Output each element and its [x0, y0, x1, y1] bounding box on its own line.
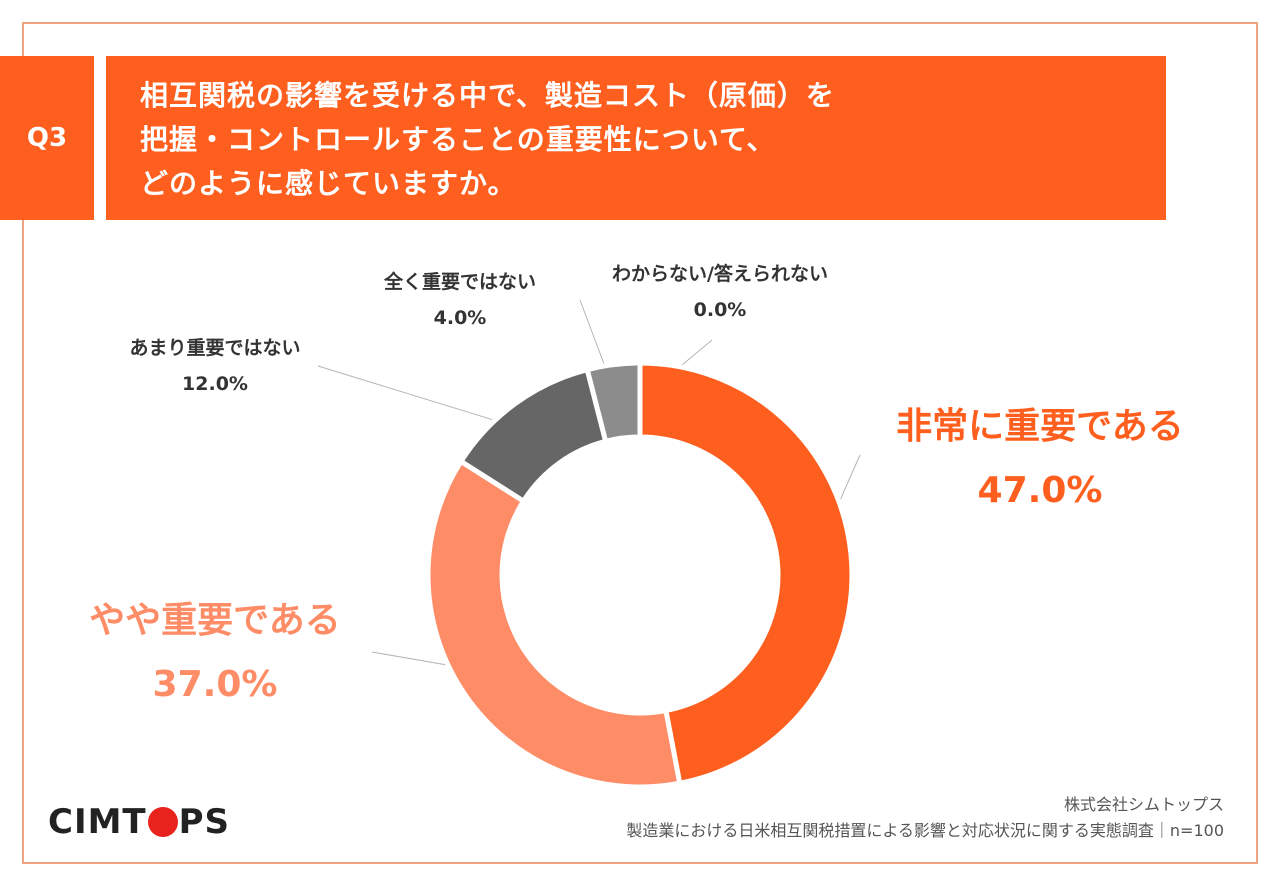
label-very-important-name: 非常に重要である: [896, 406, 1184, 447]
survey-title: 製造業における日米相互関税措置による影響と対応状況に関する実態調査｜n=100: [626, 821, 1224, 840]
donut-slices: [425, 360, 855, 790]
slice-very-important: [637, 360, 855, 787]
question-badge: Q3: [0, 56, 94, 220]
question-line-3: どのように感じていますか。: [140, 167, 517, 200]
label-somewhat-important-name: やや重要である: [89, 600, 341, 641]
label-somewhat-important-value: 37.0%: [152, 664, 278, 705]
question-line-1: 相互関税の影響を受ける中で、製造コスト（原価）を: [140, 79, 835, 112]
label-very-important-value: 47.0%: [977, 470, 1103, 511]
label-not-important-at-all: 全く重要ではない 4.0%: [360, 264, 560, 336]
label-not-important-at-all-value: 4.0%: [433, 307, 487, 329]
page-frame: [22, 22, 1258, 864]
label-not-very-important: あまり重要ではない 12.0%: [100, 330, 330, 402]
label-not-very-important-value: 12.0%: [182, 373, 248, 395]
label-dont-know-name: わからない/答えられない: [612, 263, 828, 285]
question-banner: 相互関税の影響を受ける中で、製造コスト（原価）を 把握・コントロールすることの重…: [106, 56, 1166, 220]
question-line-2: 把握・コントロールすることの重要性について、: [140, 123, 776, 156]
cimtops-logo: CIMT PS: [48, 802, 230, 842]
footer-credit: 株式会社シムトップス 製造業における日米相互関税措置による影響と対応状況に関する…: [626, 792, 1224, 844]
label-not-very-important-name: あまり重要ではない: [129, 337, 301, 359]
label-dont-know-value: 0.0%: [693, 299, 747, 321]
slice-not-important-at-all: [584, 360, 643, 445]
label-somewhat-important: やや重要である 37.0%: [70, 596, 360, 710]
label-dont-know: わからない/答えられない 0.0%: [580, 256, 860, 328]
logo-red-dot-icon: [147, 807, 178, 837]
company-name: 株式会社シムトップス: [1063, 795, 1224, 814]
label-not-important-at-all-name: 全く重要ではない: [383, 271, 536, 293]
label-very-important: 非常に重要である 47.0%: [880, 402, 1200, 516]
logo-text-left: CIMT: [48, 802, 147, 842]
logo-text-right: PS: [178, 802, 231, 842]
slice-somewhat-important: [425, 457, 683, 790]
